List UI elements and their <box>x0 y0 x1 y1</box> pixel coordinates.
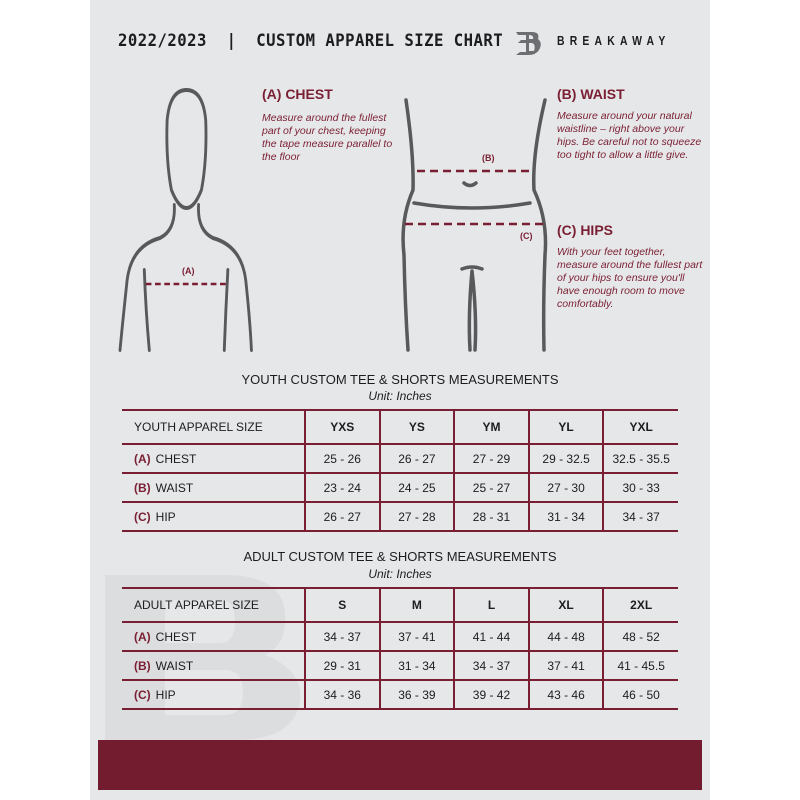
row-label: (C) HIP <box>122 502 305 532</box>
cell: 27 - 29 <box>453 444 529 474</box>
cell: 25 - 27 <box>453 473 529 503</box>
table-row: (C) HIP 34 - 36 36 - 39 39 - 42 43 - 46 46 - … <box>122 680 678 710</box>
cell: 43 - 46 <box>527 680 604 710</box>
cell: 48 - 52 <box>602 622 678 652</box>
size-header: M <box>378 587 455 623</box>
table-row: (B) WAIST 29 - 31 31 - 34 34 - 37 37 - 41 41 … <box>122 651 678 681</box>
cell: 34 - 36 <box>304 680 380 710</box>
cell: 31 - 34 <box>527 502 604 532</box>
cell: 29 - 32.5 <box>527 444 604 474</box>
size-label: ADULT APPAREL SIZE <box>122 587 305 623</box>
cell: 23 - 24 <box>304 473 380 503</box>
size-header: L <box>453 587 529 623</box>
row-label: (B) WAIST <box>122 473 305 503</box>
youth-unit: Unit: Inches <box>368 389 432 403</box>
hips-line-label: (C) <box>520 231 533 241</box>
chest-heading: (A) CHEST <box>262 86 333 102</box>
cell: 30 - 33 <box>602 473 678 503</box>
size-header: YXL <box>602 409 678 445</box>
brand-name: BREAKAWAY <box>557 33 671 48</box>
size-label: YOUTH APPAREL SIZE <box>122 409 305 445</box>
table-header-row: YOUTH APPAREL SIZE YXS YS YM YL YXL <box>122 409 678 445</box>
footer-band <box>98 740 702 790</box>
cell: 44 - 48 <box>527 622 604 652</box>
adult-size-table: ADULT APPAREL SIZE S M L XL 2XL (A) CHEST… <box>122 587 678 710</box>
cell: 28 - 31 <box>453 502 529 532</box>
adult-unit: Unit: Inches <box>368 567 432 581</box>
chest-figure-illustration <box>118 87 253 352</box>
table-row: (C) HIP 26 - 27 27 - 28 28 - 31 31 - 34 34 - … <box>122 502 678 532</box>
cell: 37 - 41 <box>527 651 604 681</box>
waist-hips-figure-illustration <box>401 98 548 352</box>
cell: 37 - 41 <box>378 622 455 652</box>
chest-line-label: (A) <box>182 266 195 276</box>
cell: 36 - 39 <box>378 680 455 710</box>
row-label: (A) CHEST <box>122 444 305 474</box>
table-row: (B) WAIST 23 - 24 24 - 25 25 - 27 27 - 30 30 … <box>122 473 678 503</box>
cell: 24 - 25 <box>378 473 455 503</box>
size-header: YXS <box>304 409 380 445</box>
cell: 46 - 50 <box>602 680 678 710</box>
waist-instructions: Measure around your natural waistline – … <box>557 110 702 161</box>
youth-table-title: YOUTH CUSTOM TEE & SHORTS MEASUREMENTS <box>241 372 559 387</box>
cell: 29 - 31 <box>304 651 380 681</box>
chest-instructions: Measure around the fullest part of your … <box>262 112 393 163</box>
size-header: 2XL <box>602 587 678 623</box>
row-label: (A) CHEST <box>122 622 305 652</box>
row-label: (B) WAIST <box>122 651 305 681</box>
size-header: YS <box>378 409 455 445</box>
cell: 27 - 28 <box>378 502 455 532</box>
cell: 31 - 34 <box>378 651 455 681</box>
waist-line-label: (B) <box>482 153 495 163</box>
adult-table-title: ADULT CUSTOM TEE & SHORTS MEASUREMENTS <box>243 549 557 564</box>
size-header: YL <box>527 409 604 445</box>
page-title: 2022/2023 | CUSTOM APPAREL SIZE CHART <box>118 31 504 51</box>
cell: 26 - 27 <box>378 444 455 474</box>
row-label: (C) HIP <box>122 680 305 710</box>
table-row: (A) CHEST 34 - 37 37 - 41 41 - 44 44 - 48 48 … <box>122 622 678 652</box>
table-header-row: ADULT APPAREL SIZE S M L XL 2XL <box>122 587 678 623</box>
hips-heading: (C) HIPS <box>557 222 613 238</box>
waist-heading: (B) WAIST <box>557 86 625 102</box>
cell: 41 - 45.5 <box>602 651 678 681</box>
youth-size-table: YOUTH APPAREL SIZE YXS YS YM YL YXL (A) C… <box>122 409 678 532</box>
cell: 34 - 37 <box>304 622 380 652</box>
cell: 41 - 44 <box>453 622 529 652</box>
table-row: (A) CHEST 25 - 26 26 - 27 27 - 29 29 - 32.5 3… <box>122 444 678 474</box>
cell: 39 - 42 <box>453 680 529 710</box>
cell: 34 - 37 <box>453 651 529 681</box>
size-header: XL <box>527 587 604 623</box>
cell: 26 - 27 <box>304 502 380 532</box>
cell: 32.5 - 35.5 <box>602 444 678 474</box>
cell: 27 - 30 <box>527 473 604 503</box>
cell: 25 - 26 <box>304 444 380 474</box>
breakaway-logo-icon <box>516 32 541 55</box>
hips-instructions: With your feet together, measure around … <box>557 246 703 310</box>
size-header: YM <box>453 409 529 445</box>
size-header: S <box>304 587 380 623</box>
cell: 34 - 37 <box>602 502 678 532</box>
